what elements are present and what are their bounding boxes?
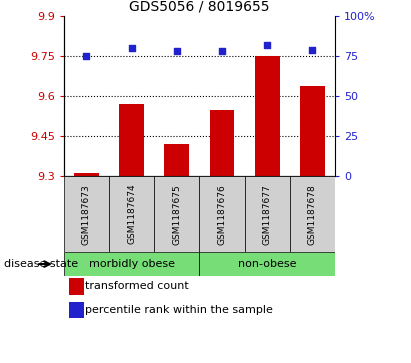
Bar [245, 176, 290, 252]
Text: GSM1187673: GSM1187673 [82, 184, 91, 245]
Bar [119, 104, 144, 176]
Text: GSM1187678: GSM1187678 [308, 184, 317, 245]
Text: transformed count: transformed count [85, 281, 189, 291]
Bar [164, 144, 189, 176]
Point [83, 53, 90, 59]
Bar [69, 302, 84, 318]
Point [128, 45, 135, 51]
Bar [109, 176, 154, 252]
Text: GSM1187676: GSM1187676 [217, 184, 226, 245]
Text: disease state: disease state [4, 259, 78, 269]
Point [309, 47, 316, 53]
Text: GSM1187675: GSM1187675 [172, 184, 181, 245]
Title: GDS5056 / 8019655: GDS5056 / 8019655 [129, 0, 270, 14]
Point [173, 49, 180, 54]
Bar [74, 174, 99, 176]
Text: GSM1187674: GSM1187674 [127, 184, 136, 245]
Bar [300, 86, 325, 176]
Text: percentile rank within the sample: percentile rank within the sample [85, 305, 273, 315]
Bar [64, 176, 109, 252]
Bar [210, 110, 234, 176]
Point [264, 42, 270, 48]
Text: non-obese: non-obese [238, 259, 296, 269]
Bar [255, 56, 279, 176]
Bar [69, 278, 84, 295]
Bar [199, 176, 245, 252]
Text: morbidly obese: morbidly obese [88, 259, 175, 269]
Text: GSM1187677: GSM1187677 [263, 184, 272, 245]
Bar [64, 252, 199, 276]
Bar [290, 176, 335, 252]
Bar [154, 176, 199, 252]
Point [219, 49, 225, 54]
Bar [199, 252, 335, 276]
